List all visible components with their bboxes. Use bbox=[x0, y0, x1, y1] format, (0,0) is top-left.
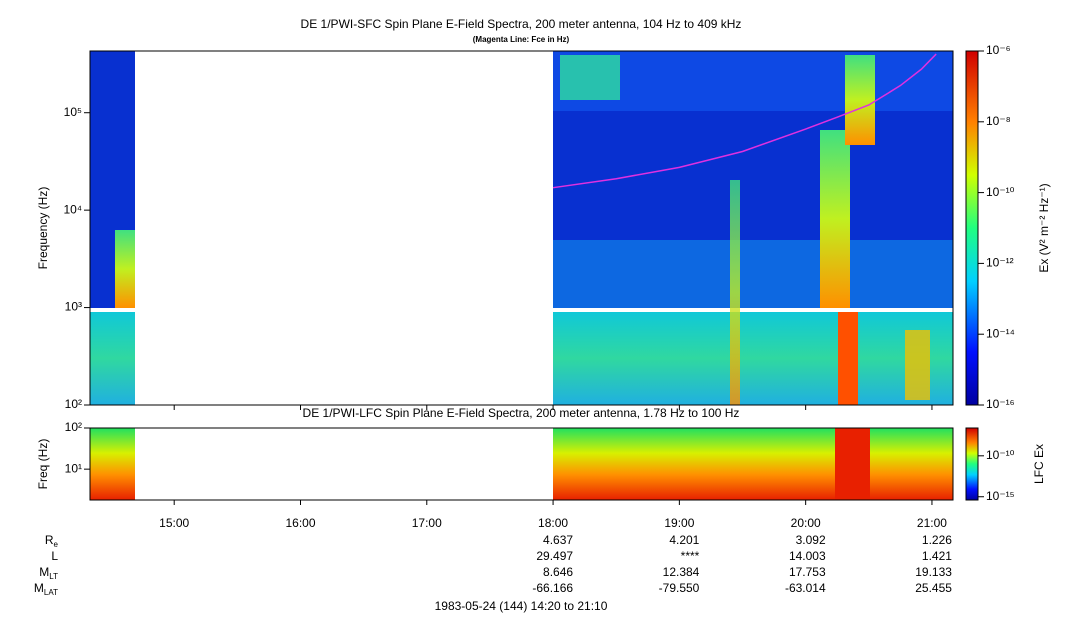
ephemeris-value: 14.003 bbox=[789, 549, 826, 563]
footer: 1983-05-24 (144) 14:20 to 21:10 bbox=[435, 599, 608, 613]
x-tick-label: 19:00 bbox=[664, 516, 694, 530]
ephemeris-value: 3.092 bbox=[796, 533, 826, 547]
colorbar-frame bbox=[965, 427, 979, 501]
colorbar-tick-label: 10⁻¹⁵ bbox=[986, 489, 1015, 503]
colorbar-tick-label: 10⁻¹⁰ bbox=[986, 448, 1015, 462]
ephemeris-value: 29.497 bbox=[536, 549, 573, 563]
x-tick-label: 18:00 bbox=[538, 516, 568, 530]
ephemeris-value: -63.014 bbox=[785, 581, 826, 595]
row-label: MLAT bbox=[34, 581, 58, 597]
y-tick-label: 10⁴ bbox=[63, 202, 82, 216]
x-tick-label: 20:00 bbox=[791, 516, 821, 530]
ephemeris-value: 4.201 bbox=[669, 533, 699, 547]
y-axis-label: Freq (Hz) bbox=[36, 439, 50, 490]
ephemeris-value: 1.421 bbox=[922, 549, 952, 563]
y-axis-label: Frequency (Hz) bbox=[36, 187, 50, 270]
x-tick-label: 21:00 bbox=[917, 516, 947, 530]
spectrogram-image bbox=[90, 51, 978, 500]
y-tick-label: 10³ bbox=[65, 300, 82, 314]
y-tick-label: 10⁵ bbox=[64, 105, 82, 119]
ephemeris-value: 19.133 bbox=[915, 565, 952, 579]
title: DE 1/PWI-LFC Spin Plane E-Field Spectra,… bbox=[303, 406, 740, 420]
ephemeris-value: **** bbox=[681, 549, 700, 563]
x-tick-label: 15:00 bbox=[159, 516, 189, 530]
ephemeris-value: 17.753 bbox=[789, 565, 826, 579]
ephemeris-value: -66.166 bbox=[532, 581, 573, 595]
colorbar-tick-label: 10⁻¹² bbox=[986, 256, 1014, 270]
colorbar-tick-label: 10⁻¹⁶ bbox=[986, 397, 1015, 411]
panel-frame bbox=[89, 50, 954, 406]
x-tick-label: 16:00 bbox=[285, 516, 315, 530]
y-tick-label: 10¹ bbox=[65, 461, 82, 475]
fce-line bbox=[552, 53, 937, 189]
colorbar-tick-label: 10⁻¹⁴ bbox=[986, 326, 1015, 340]
row-label-main: M bbox=[39, 565, 49, 579]
y-tick-label: 10² bbox=[65, 397, 82, 411]
row-label-main: R bbox=[45, 533, 54, 547]
row-label: L bbox=[51, 549, 58, 563]
colorbar-label: Ex (V² m⁻² Hz⁻¹) bbox=[1037, 183, 1051, 272]
colorbar-label: LFC Ex bbox=[1032, 444, 1046, 484]
title: DE 1/PWI-SFC Spin Plane E-Field Spectra,… bbox=[301, 17, 742, 31]
ephemeris-value: -79.550 bbox=[659, 581, 700, 595]
x-tick-label: 17:00 bbox=[412, 516, 442, 530]
ephemeris-value: 8.646 bbox=[543, 565, 573, 579]
row-label-sub: e bbox=[54, 540, 59, 549]
colorbar-frame bbox=[965, 50, 979, 406]
subtitle: (Magenta Line: Fce in Hz) bbox=[473, 35, 570, 44]
row-label: Re bbox=[45, 533, 59, 549]
row-label-sub: LT bbox=[49, 572, 58, 581]
row-label: MLT bbox=[39, 565, 58, 581]
y-tick-label: 10² bbox=[65, 420, 82, 434]
row-label-sub: LAT bbox=[44, 588, 58, 597]
ephemeris-value: 1.226 bbox=[922, 533, 952, 547]
row-label-main: M bbox=[34, 581, 44, 595]
panel-frame bbox=[89, 427, 954, 501]
colorbar-tick-label: 10⁻⁶ bbox=[986, 43, 1011, 57]
colorbar-tick-label: 10⁻¹⁰ bbox=[986, 185, 1015, 199]
colorbar-tick-label: 10⁻⁸ bbox=[986, 114, 1011, 128]
ephemeris-value: 12.384 bbox=[663, 565, 700, 579]
ephemeris-value: 25.455 bbox=[915, 581, 952, 595]
row-label-main: L bbox=[51, 549, 58, 563]
ephemeris-value: 4.637 bbox=[543, 533, 573, 547]
